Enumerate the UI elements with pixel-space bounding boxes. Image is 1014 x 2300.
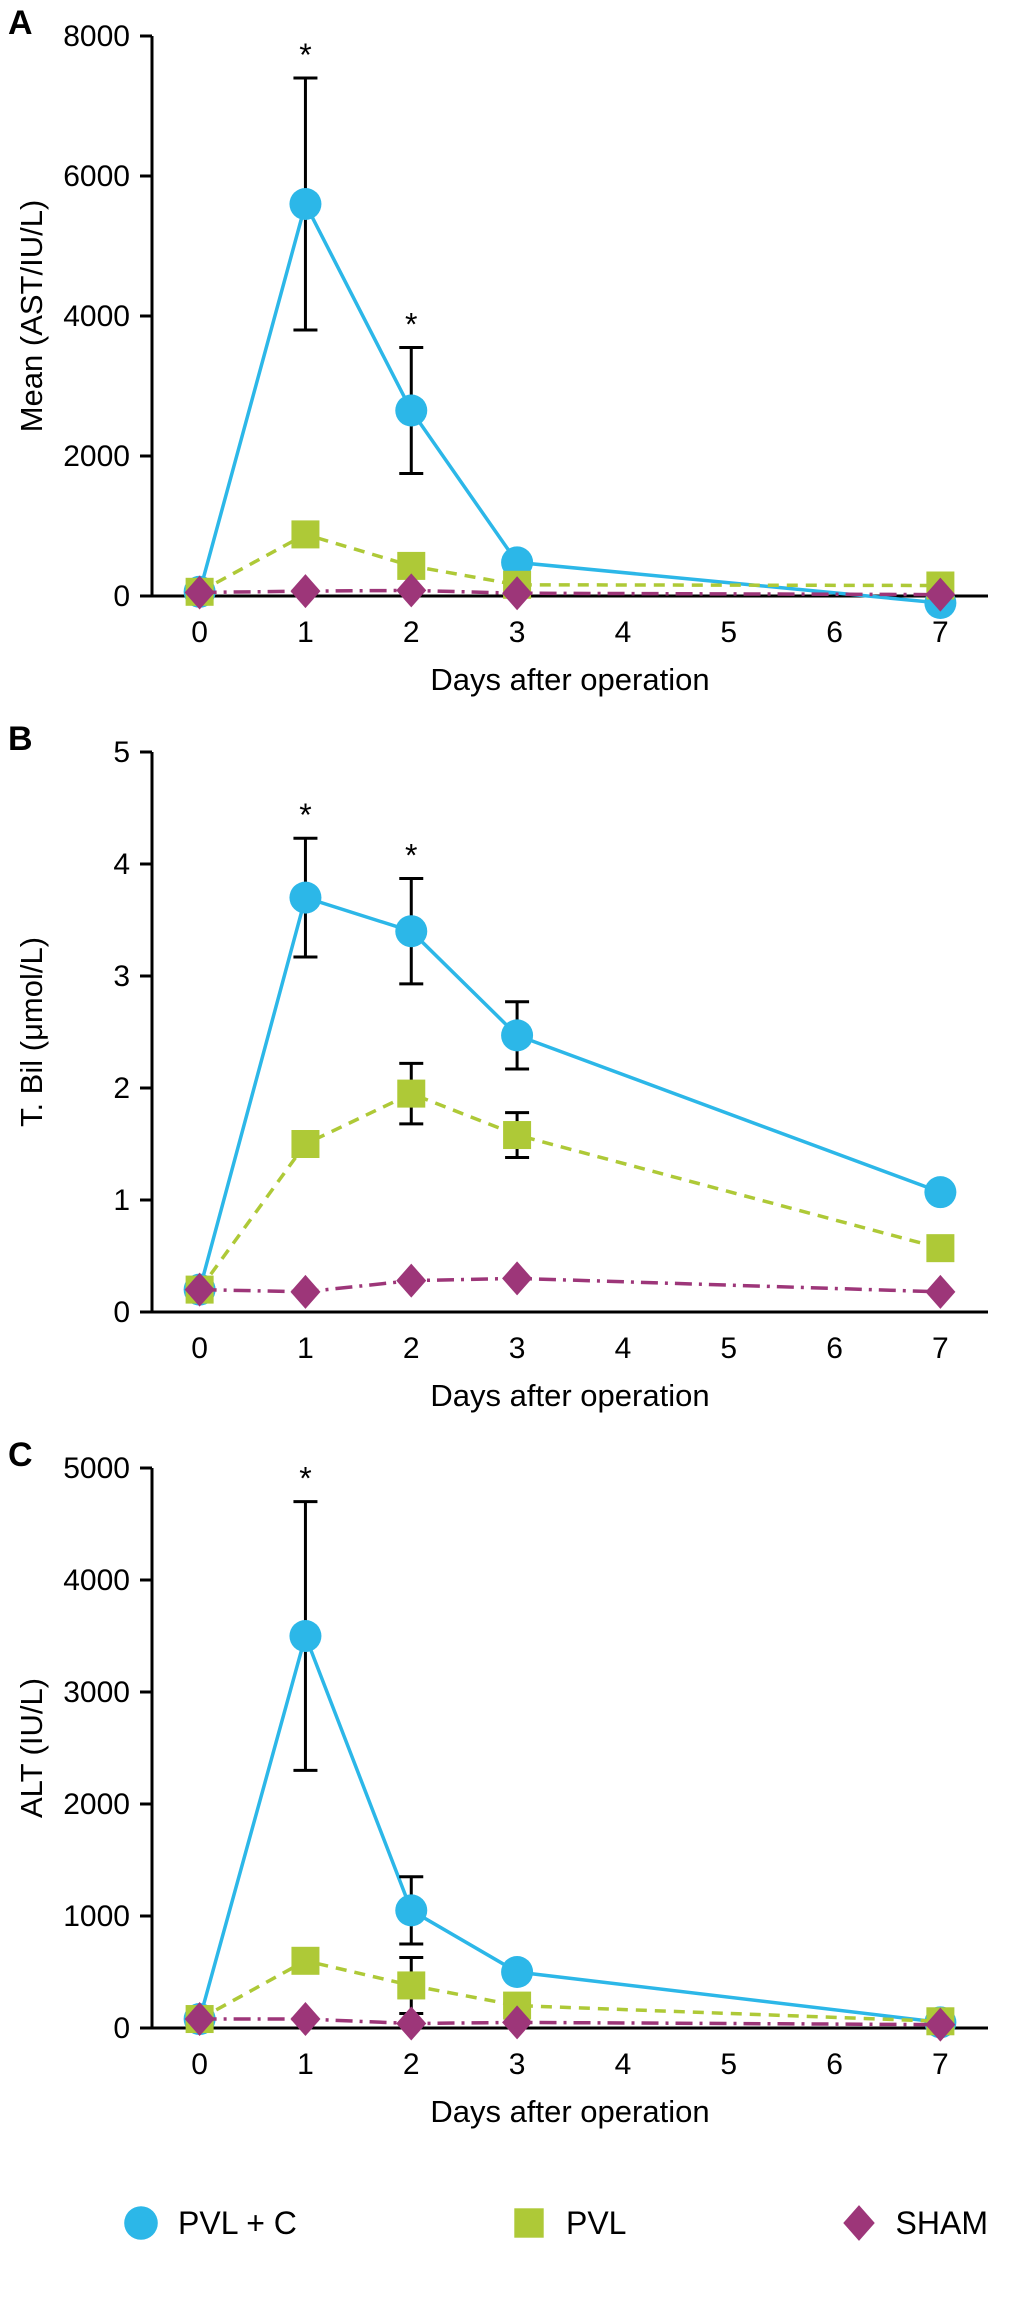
svg-text:1: 1 [297,2048,314,2081]
svg-text:1: 1 [297,616,314,649]
chart-alt: 0 1000 2000 3000 4000 5000 0 1 2 3 4 5 6 7 Days after … [14,1452,988,2129]
legend-item-pvlc: PVL + C [118,2202,297,2244]
svg-text:Days after operation: Days after operation [430,2094,709,2129]
svg-text:6: 6 [826,616,843,649]
svg-text:5: 5 [113,736,130,769]
svg-text:6000: 6000 [63,160,130,193]
svg-text:T. Bil (μmol/L): T. Bil (μmol/L) [14,937,49,1127]
panel-c: C 0 1000 2000 3000 4000 5000 0 1 2 3 4 5 6 7 Days afte… [0,1432,1014,2148]
legend-item-pvl: PVL [506,2202,626,2244]
svg-text:6: 6 [826,2048,843,2081]
svg-text:3000: 3000 [63,1676,130,1709]
svg-text:3: 3 [509,1332,526,1365]
svg-text:4: 4 [615,2048,632,2081]
svg-text:*: * [299,797,311,833]
legend-label-pvl: PVL [565,2204,627,2241]
legend: PVL + C PVL SHAM [0,2148,1014,2298]
panel-b: B 0 1 2 3 4 5 0 1 2 3 4 5 6 7 Days after operation T. B… [0,716,1014,1432]
svg-text:7: 7 [932,1332,949,1365]
svg-text:7: 7 [932,2048,949,2081]
svg-text:*: * [299,37,311,73]
svg-text:0: 0 [191,616,208,649]
svg-text:2: 2 [403,2048,420,2081]
svg-text:0: 0 [191,1332,208,1365]
svg-text:4000: 4000 [63,300,130,333]
legend-label-sham: SHAM [895,2204,988,2241]
svg-text:2: 2 [403,616,420,649]
square-marker-icon [514,2208,544,2238]
svg-text:0: 0 [113,1296,130,1329]
circle-marker-icon [124,2206,158,2240]
panel-a: A 0 2000 4000 6000 8000 0 1 2 3 4 5 6 7 Days after op… [0,0,1014,716]
svg-text:1: 1 [297,1332,314,1365]
svg-text:5: 5 [720,2048,737,2081]
svg-text:4000: 4000 [63,1564,130,1597]
svg-text:*: * [299,1461,311,1497]
svg-text:3: 3 [509,616,526,649]
svg-text:1: 1 [113,1184,130,1217]
chart-ast: 0 2000 4000 6000 8000 0 1 2 3 4 5 6 7 Days after oper… [14,20,988,697]
legend-label-pvlc: PVL + C [178,2204,297,2241]
svg-text:7: 7 [932,616,949,649]
svg-text:4: 4 [615,1332,632,1365]
svg-text:Days after operation: Days after operation [430,662,709,697]
svg-text:1000: 1000 [63,1900,130,1933]
svg-text:0: 0 [191,2048,208,2081]
panel-b-label: B [8,720,33,758]
svg-text:4: 4 [615,616,632,649]
diamond-marker-icon [842,2205,875,2241]
legend-item-sham: SHAM [836,2202,988,2244]
svg-text:Days after operation: Days after operation [430,1378,709,1413]
svg-text:*: * [405,307,417,343]
svg-text:ALT (IU/L): ALT (IU/L) [14,1678,49,1818]
chart-tbil: 0 1 2 3 4 5 0 1 2 3 4 5 6 7 Days after operation T. Bil… [14,736,988,1413]
svg-text:0: 0 [113,580,130,613]
panel-c-label: C [8,1436,33,1474]
svg-text:Mean (AST/IU/L): Mean (AST/IU/L) [14,200,49,433]
svg-text:5: 5 [720,1332,737,1365]
svg-text:0: 0 [113,2012,130,2045]
svg-text:8000: 8000 [63,20,130,53]
svg-text:2000: 2000 [63,1788,130,1821]
svg-text:2000: 2000 [63,440,130,473]
svg-text:3: 3 [509,2048,526,2081]
svg-text:2: 2 [403,1332,420,1365]
svg-text:4: 4 [113,848,130,881]
panel-a-label: A [8,4,33,42]
svg-text:5000: 5000 [63,1452,130,1485]
svg-text:6: 6 [826,1332,843,1365]
svg-text:2: 2 [113,1072,130,1105]
svg-text:5: 5 [720,616,737,649]
svg-text:3: 3 [113,960,130,993]
svg-text:*: * [405,838,417,874]
